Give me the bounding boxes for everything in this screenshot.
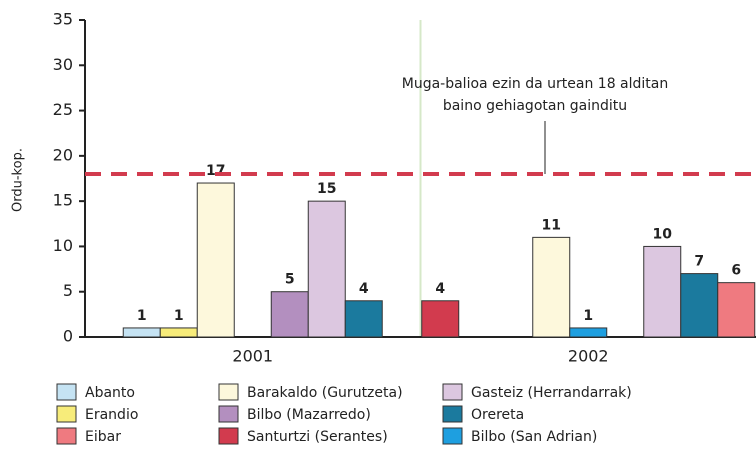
- bar: [680, 273, 719, 338]
- legend-swatch: [56, 405, 77, 423]
- bar: [344, 300, 383, 338]
- legend-swatch: [56, 383, 77, 401]
- legend-label: Orereta: [471, 407, 524, 423]
- bar: [196, 182, 235, 338]
- legend-swatch: [218, 405, 239, 423]
- value-label: 10: [653, 226, 673, 242]
- y-tick-label: 5: [63, 281, 73, 300]
- legend-label: Gasteiz (Herrandarrak): [471, 385, 632, 401]
- bar: [270, 291, 309, 338]
- y-axis-label: Ordu-kop.: [11, 148, 26, 212]
- bar: [307, 200, 346, 338]
- y-tick-label: 10: [53, 236, 73, 255]
- annotation: Muga-balioa ezin da urtean 18 alditan: [402, 76, 669, 92]
- bar: [717, 282, 756, 338]
- legend-label: Eibar: [85, 429, 121, 445]
- value-label: 6: [731, 263, 741, 279]
- y-tick-label: 35: [53, 10, 73, 29]
- x-tick-label: 2002: [568, 347, 609, 366]
- legend-swatch: [218, 427, 239, 445]
- value-label: 11: [542, 217, 561, 233]
- legend-swatch: [218, 383, 239, 401]
- y-tick-label: 0: [63, 327, 73, 346]
- y-tick-label: 30: [53, 55, 73, 74]
- bar: [569, 327, 608, 338]
- legend-swatch: [442, 383, 463, 401]
- bar: [159, 327, 198, 338]
- legend-swatch: [442, 427, 463, 445]
- value-label: 17: [206, 163, 225, 179]
- value-label: 15: [317, 181, 336, 197]
- legend-label: Erandio: [85, 407, 138, 423]
- value-label: 4: [359, 281, 369, 297]
- legend-label: Abanto: [85, 385, 135, 401]
- bar: [421, 300, 460, 338]
- bar: [532, 236, 571, 338]
- value-label: 7: [694, 254, 704, 270]
- value-label: 4: [435, 281, 445, 297]
- annotation: baino gehiagotan gainditu: [443, 98, 627, 114]
- legend-swatch: [442, 405, 463, 423]
- value-label: 1: [174, 308, 184, 324]
- bar: [643, 245, 682, 338]
- legend-label: Bilbo (Mazarredo): [247, 407, 371, 423]
- legend-swatch: [56, 427, 77, 445]
- y-tick-label: 20: [53, 145, 73, 164]
- x-tick-label: 2001: [232, 347, 273, 366]
- y-tick-label: 15: [53, 191, 73, 210]
- legend-label: Bilbo (San Adrian): [471, 429, 597, 445]
- y-tick-label: 25: [53, 100, 73, 119]
- legend-label: Barakaldo (Gurutzeta): [247, 385, 403, 401]
- value-label: 1: [137, 308, 147, 324]
- legend-label: Santurtzi (Serantes): [247, 429, 388, 445]
- value-label: 5: [285, 272, 295, 288]
- bar: [122, 327, 161, 338]
- value-label: 1: [583, 308, 593, 324]
